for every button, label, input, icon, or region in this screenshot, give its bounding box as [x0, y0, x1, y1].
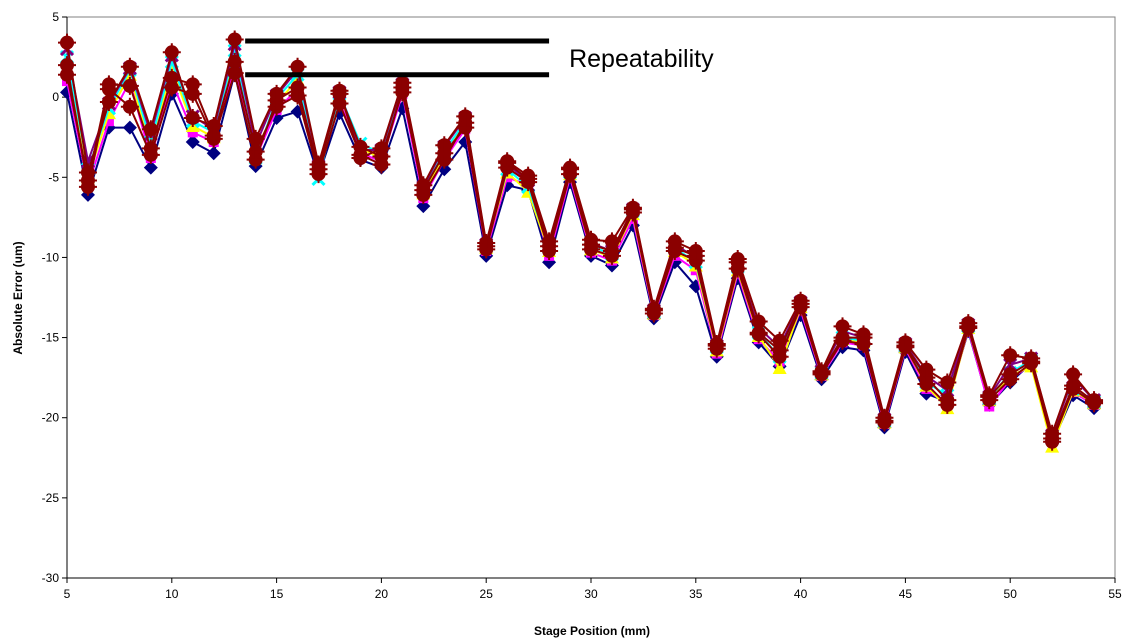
data-point-burst: [120, 76, 139, 95]
data-point-burst: [288, 78, 307, 97]
y-tick-label: -5: [48, 170, 59, 184]
data-point-burst: [980, 391, 999, 410]
data-point-burst: [58, 56, 76, 75]
data-point-burst: [938, 395, 957, 414]
series-layer: [58, 30, 1104, 453]
data-point-burst: [896, 338, 915, 357]
series-8: [58, 56, 1104, 451]
data-point-burst: [351, 137, 370, 156]
data-point-burst: [456, 118, 475, 137]
data-point-burst: [162, 78, 181, 97]
data-point-burst: [78, 177, 97, 196]
data-point: [122, 120, 137, 135]
x-tick-label: 35: [689, 587, 703, 601]
data-point-burst: [1001, 370, 1020, 389]
x-axis-title: Stage Position (mm): [534, 624, 650, 638]
data-point: [772, 361, 787, 375]
data-point-burst: [1022, 354, 1041, 373]
data-point: [187, 127, 198, 138]
data-point-burst: [665, 242, 684, 261]
x-tick-label: 50: [1004, 587, 1018, 601]
data-point-burst: [917, 375, 936, 394]
series-line: [66, 72, 1095, 445]
data-point-burst: [58, 33, 76, 52]
data-point-burst: [372, 147, 391, 166]
x-tick-label: 30: [584, 587, 598, 601]
series-line: [66, 43, 1095, 437]
x-axis: 5 10 15 20 25 30 35 40 45 50 55: [64, 578, 1122, 601]
data-point-burst: [854, 334, 873, 353]
data-point-burst: [1043, 432, 1062, 451]
data-point-burst: [623, 203, 642, 222]
data-point-burst: [707, 339, 726, 358]
y-tick-label: -25: [42, 491, 60, 505]
data-point-burst: [204, 129, 223, 148]
data-point-burst: [791, 298, 810, 317]
y-tick-label: -30: [42, 571, 60, 585]
series-6: [58, 30, 1104, 443]
data-point-burst: [1085, 394, 1104, 413]
data-point-burst: [686, 251, 705, 270]
data-point-burst: [540, 242, 559, 261]
data-point-burst: [393, 83, 412, 102]
data-point-burst: [120, 57, 139, 76]
y-tick-label: 5: [52, 10, 59, 24]
data-point: [103, 116, 114, 127]
data-point-burst: [225, 64, 244, 83]
data-point-burst: [749, 325, 768, 344]
data-point-burst: [477, 240, 496, 259]
x-tick-label: 45: [899, 587, 913, 601]
x-tick-label: 40: [794, 587, 808, 601]
data-point-burst: [602, 246, 621, 265]
data-point-burst: [183, 84, 202, 103]
y-axis: 5 0 -5 -10 -15 -20 -25 -30: [42, 10, 67, 585]
y-tick-label: -15: [42, 331, 60, 345]
series-line: [66, 38, 1095, 435]
data-point-burst: [1064, 379, 1083, 398]
data-point-burst: [959, 318, 978, 337]
x-tick-label: 15: [270, 587, 284, 601]
y-tick-label: -10: [42, 250, 60, 264]
data-point-burst: [414, 181, 433, 200]
data-point-burst: [225, 30, 244, 49]
data-point-burst: [1001, 346, 1020, 365]
data-point-burst: [728, 259, 747, 278]
data-point-burst: [833, 331, 852, 350]
data-point-burst: [99, 80, 118, 99]
data-point-burst: [330, 84, 349, 103]
data-point-burst: [435, 144, 454, 163]
data-point-burst: [162, 43, 181, 62]
data-point-burst: [183, 108, 202, 127]
data-point-burst: [519, 173, 538, 192]
data-point-burst: [267, 91, 286, 110]
data-point: [206, 146, 221, 161]
y-axis-title: Absolute Error (um): [11, 241, 25, 354]
data-point-burst: [120, 97, 139, 116]
data-point-burst: [644, 304, 663, 323]
x-tick-label: 10: [165, 587, 179, 601]
data-point-burst: [141, 145, 160, 164]
x-tick-label: 20: [375, 587, 389, 601]
x-tick-label: 5: [64, 587, 71, 601]
data-point-burst: [812, 365, 831, 384]
data-point-burst: [309, 160, 328, 179]
x-tick-label: 25: [480, 587, 494, 601]
data-point: [185, 135, 200, 150]
data-point: [143, 160, 158, 175]
data-point-burst: [498, 158, 517, 177]
data-point-burst: [561, 165, 580, 184]
series-line: [66, 64, 1095, 443]
y-tick-label: 0: [52, 90, 59, 104]
data-point-burst: [770, 347, 789, 366]
data-point-burst: [582, 240, 600, 259]
repeatability-label: Repeatability: [569, 45, 714, 73]
annotation: Repeatability: [245, 38, 714, 78]
data-point-burst: [246, 150, 265, 169]
x-tick-label: 55: [1108, 587, 1122, 601]
data-point-burst: [875, 413, 894, 432]
y-tick-label: -20: [42, 411, 60, 425]
